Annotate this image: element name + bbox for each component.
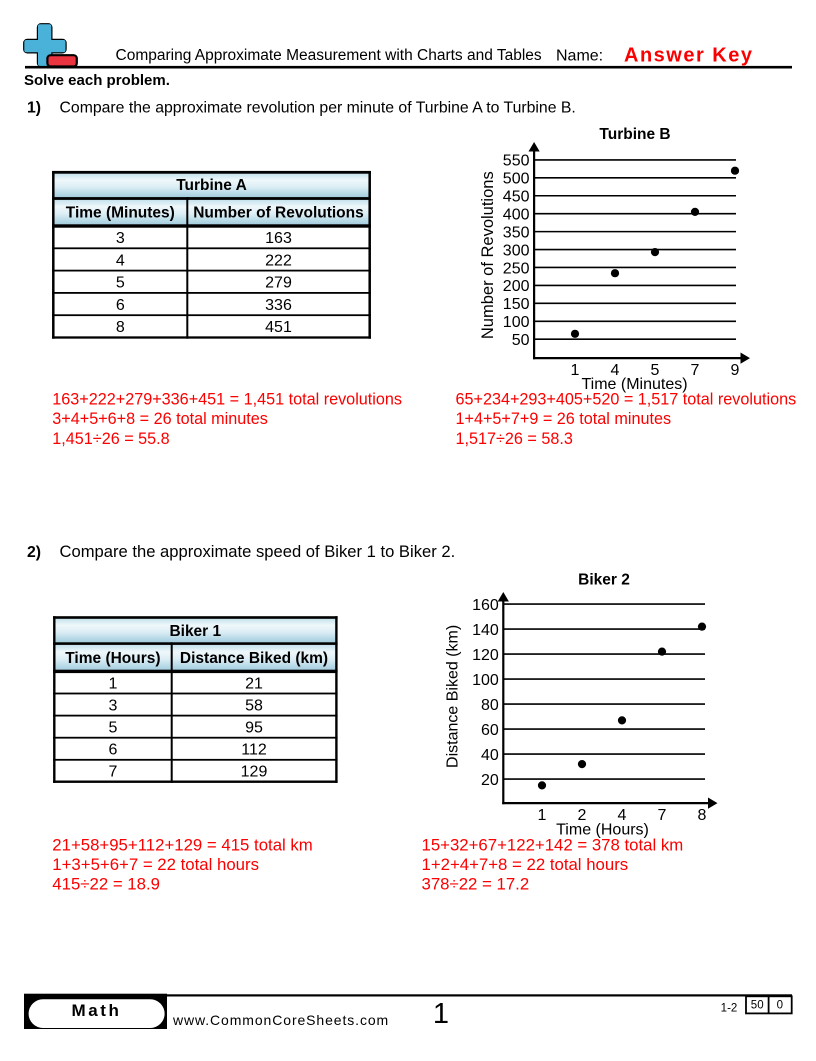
svg-text:21: 21	[245, 675, 263, 692]
svg-text:7: 7	[108, 764, 117, 781]
svg-text:450: 450	[503, 189, 530, 206]
svg-text:Compare the approximate speed: Compare the approximate speed of Biker 1…	[60, 542, 456, 561]
svg-text:500: 500	[503, 171, 530, 188]
svg-text:163: 163	[265, 230, 292, 247]
svg-text:120: 120	[472, 647, 499, 664]
svg-text:7: 7	[658, 807, 667, 824]
svg-text:1,451÷26 = 55.8: 1,451÷26 = 55.8	[52, 430, 169, 448]
svg-text:Time (Hours): Time (Hours)	[556, 822, 649, 839]
svg-text:279: 279	[265, 275, 292, 292]
svg-text:8: 8	[116, 319, 125, 336]
svg-text:Comparing Approximate Measurem: Comparing Approximate Measurement with C…	[116, 47, 542, 64]
svg-text:1+4+5+7+9 = 26 total minutes: 1+4+5+7+9 = 26 total minutes	[456, 410, 672, 428]
svg-text:9: 9	[731, 362, 740, 379]
svg-text:160: 160	[472, 597, 499, 614]
svg-text:300: 300	[503, 242, 530, 259]
svg-text:222: 222	[265, 252, 292, 269]
svg-text:200: 200	[503, 278, 530, 295]
svg-text:350: 350	[503, 225, 530, 242]
svg-text:5: 5	[116, 275, 125, 292]
svg-text:40: 40	[481, 747, 499, 764]
svg-text:5: 5	[108, 720, 117, 737]
svg-text:6: 6	[108, 742, 117, 759]
svg-text:Name:: Name:	[556, 48, 603, 65]
svg-text:4: 4	[618, 807, 627, 824]
svg-text:1: 1	[538, 807, 547, 824]
svg-text:400: 400	[503, 207, 530, 224]
svg-text:Time (Minutes): Time (Minutes)	[581, 376, 687, 393]
svg-text:58: 58	[245, 697, 263, 714]
svg-text:50: 50	[512, 332, 530, 349]
svg-text:4: 4	[611, 362, 620, 379]
svg-text:5: 5	[651, 362, 660, 379]
svg-text:6: 6	[116, 297, 125, 314]
svg-text:Math: Math	[71, 1001, 121, 1020]
svg-text:www.CommonCoreSheets.com: www.CommonCoreSheets.com	[172, 1012, 389, 1028]
svg-text:21+58+95+112+129 = 415 total k: 21+58+95+112+129 = 415 total km	[52, 836, 313, 855]
svg-text:60: 60	[481, 722, 499, 739]
svg-text:3: 3	[108, 697, 117, 714]
svg-text:Number of Revolutions: Number of Revolutions	[479, 171, 497, 339]
svg-text:Distance Biked (km): Distance Biked (km)	[445, 625, 462, 768]
svg-text:20: 20	[481, 772, 499, 789]
svg-text:Time (Minutes): Time (Minutes)	[66, 205, 175, 222]
svg-text:Time (Hours): Time (Hours)	[65, 650, 160, 667]
svg-text:1): 1)	[27, 100, 41, 117]
svg-text:65+234+293+405+520 = 1,517 tot: 65+234+293+405+520 = 1,517 total revolut…	[456, 391, 797, 409]
svg-text:3+4+5+6+8 = 26 total minutes: 3+4+5+6+8 = 26 total minutes	[52, 410, 268, 428]
svg-text:415÷22 = 18.9: 415÷22 = 18.9	[52, 875, 160, 894]
svg-text:7: 7	[691, 362, 700, 379]
svg-text:50: 50	[751, 999, 764, 1011]
svg-text:3: 3	[116, 230, 125, 247]
svg-text:1: 1	[108, 675, 117, 692]
svg-text:15+32+67+122+142 = 378 total k: 15+32+67+122+142 = 378 total km	[422, 836, 684, 855]
svg-text:451: 451	[265, 319, 292, 336]
svg-text:163+222+279+336+451 = 1,451 to: 163+222+279+336+451 = 1,451 total revolu…	[52, 391, 402, 409]
svg-text:Biker 2: Biker 2	[578, 571, 630, 588]
svg-text:1,517÷26 = 58.3: 1,517÷26 = 58.3	[456, 430, 573, 448]
svg-text:Compare the approximate revolu: Compare the approximate revolution per m…	[60, 100, 576, 117]
svg-text:1-2: 1-2	[721, 1003, 738, 1015]
svg-text:Distance Biked (km): Distance Biked (km)	[180, 650, 328, 667]
svg-text:Solve each problem.: Solve each problem.	[24, 72, 170, 89]
svg-text:112: 112	[241, 742, 267, 759]
svg-text:95: 95	[245, 720, 263, 737]
svg-text:150: 150	[503, 296, 530, 313]
svg-text:Answer Key: Answer Key	[624, 45, 754, 67]
svg-text:0: 0	[777, 999, 783, 1011]
svg-text:2): 2)	[27, 544, 41, 561]
svg-text:Turbine B: Turbine B	[599, 126, 670, 143]
svg-text:129: 129	[241, 764, 268, 781]
svg-text:336: 336	[265, 297, 292, 314]
svg-text:Number of Revolutions: Number of Revolutions	[193, 205, 364, 222]
svg-text:8: 8	[698, 807, 707, 824]
svg-text:Turbine A: Turbine A	[176, 177, 247, 194]
svg-text:1: 1	[571, 362, 580, 379]
svg-text:4: 4	[116, 252, 125, 269]
svg-text:100: 100	[503, 314, 530, 331]
svg-text:1+2+4+7+8 = 22 total hours: 1+2+4+7+8 = 22 total hours	[422, 855, 629, 874]
svg-text:250: 250	[503, 260, 530, 277]
svg-text:2: 2	[578, 807, 587, 824]
svg-text:1: 1	[433, 998, 449, 1030]
svg-text:Biker 1: Biker 1	[169, 623, 221, 640]
svg-text:378÷22 = 17.2: 378÷22 = 17.2	[422, 875, 530, 894]
svg-text:100: 100	[472, 672, 499, 689]
svg-text:550: 550	[503, 153, 530, 170]
svg-text:80: 80	[481, 697, 499, 714]
svg-text:1+3+5+6+7 = 22 total hours: 1+3+5+6+7 = 22 total hours	[52, 855, 259, 874]
svg-text:140: 140	[472, 622, 499, 639]
